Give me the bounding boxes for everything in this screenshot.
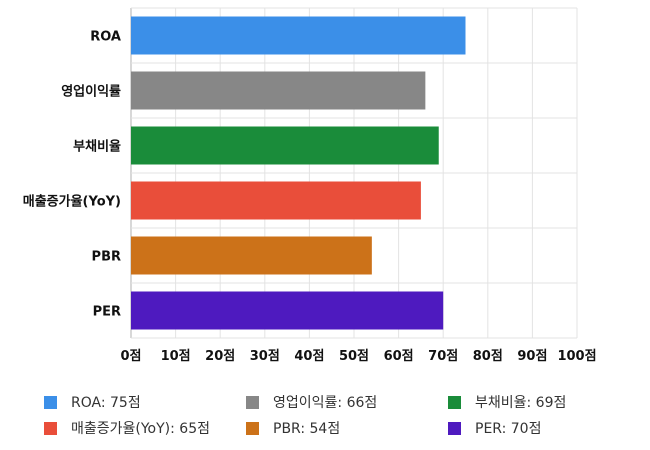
legend-swatch [448, 395, 461, 409]
legend-label: PER: 70점 [475, 421, 542, 437]
legend-swatch [246, 421, 259, 435]
legend-label: 부채비율: 69점 [475, 395, 567, 411]
x-tick-label: 0점 [120, 349, 141, 364]
legend-item: ROA: 75점 [44, 392, 141, 412]
category-label: PBR [92, 250, 121, 265]
bar [131, 71, 426, 110]
x-tick-labels: 0점 10점 20점 30점 40점 50점 60점 70점 80점 90점 100점 [120, 349, 596, 364]
x-tick-label: 60점 [384, 349, 414, 364]
legend-swatch [448, 421, 461, 435]
x-tick-label: 10점 [161, 349, 191, 364]
category-label: 부채비율 [73, 139, 121, 155]
bar [131, 291, 444, 330]
legend-swatch [246, 395, 259, 409]
x-tick-label: 40점 [294, 349, 324, 364]
category-label: 영업이익률 [61, 84, 121, 100]
legend-label: 매출증가율(YoY): 65점 [71, 421, 210, 437]
bar [131, 181, 421, 220]
grid [130, 7, 578, 339]
x-tick-label: 50점 [339, 349, 369, 364]
legend-item: PER: 70점 [448, 418, 541, 438]
legend-item: 영업이익률: 66점 [246, 392, 377, 412]
legend-label: 영업이익률: 66점 [273, 395, 378, 411]
x-tick-label: 70점 [428, 349, 458, 364]
x-tick-label: 30점 [250, 349, 280, 364]
legend-label: PBR: 54점 [273, 421, 341, 437]
category-label: 매출증가율(YoY) [23, 194, 121, 210]
legend-swatch [44, 395, 57, 409]
bar [131, 126, 439, 165]
legend-item: 부채비율: 69점 [448, 392, 566, 412]
x-tick-label: 90점 [517, 349, 547, 364]
legend-label: ROA: 75점 [71, 395, 141, 411]
legend-swatch [44, 421, 57, 435]
x-tick-label: 20점 [205, 349, 235, 364]
category-label: PER [93, 305, 121, 320]
bars [131, 16, 466, 330]
x-tick-label: 80점 [473, 349, 503, 364]
category-label: ROA [90, 30, 121, 45]
bar [131, 16, 466, 55]
legend-item: 매출증가율(YoY): 65점 [44, 418, 210, 438]
legend-item: PBR: 54점 [246, 418, 340, 438]
x-tick-label: 100점 [557, 349, 596, 364]
bar [131, 236, 372, 275]
